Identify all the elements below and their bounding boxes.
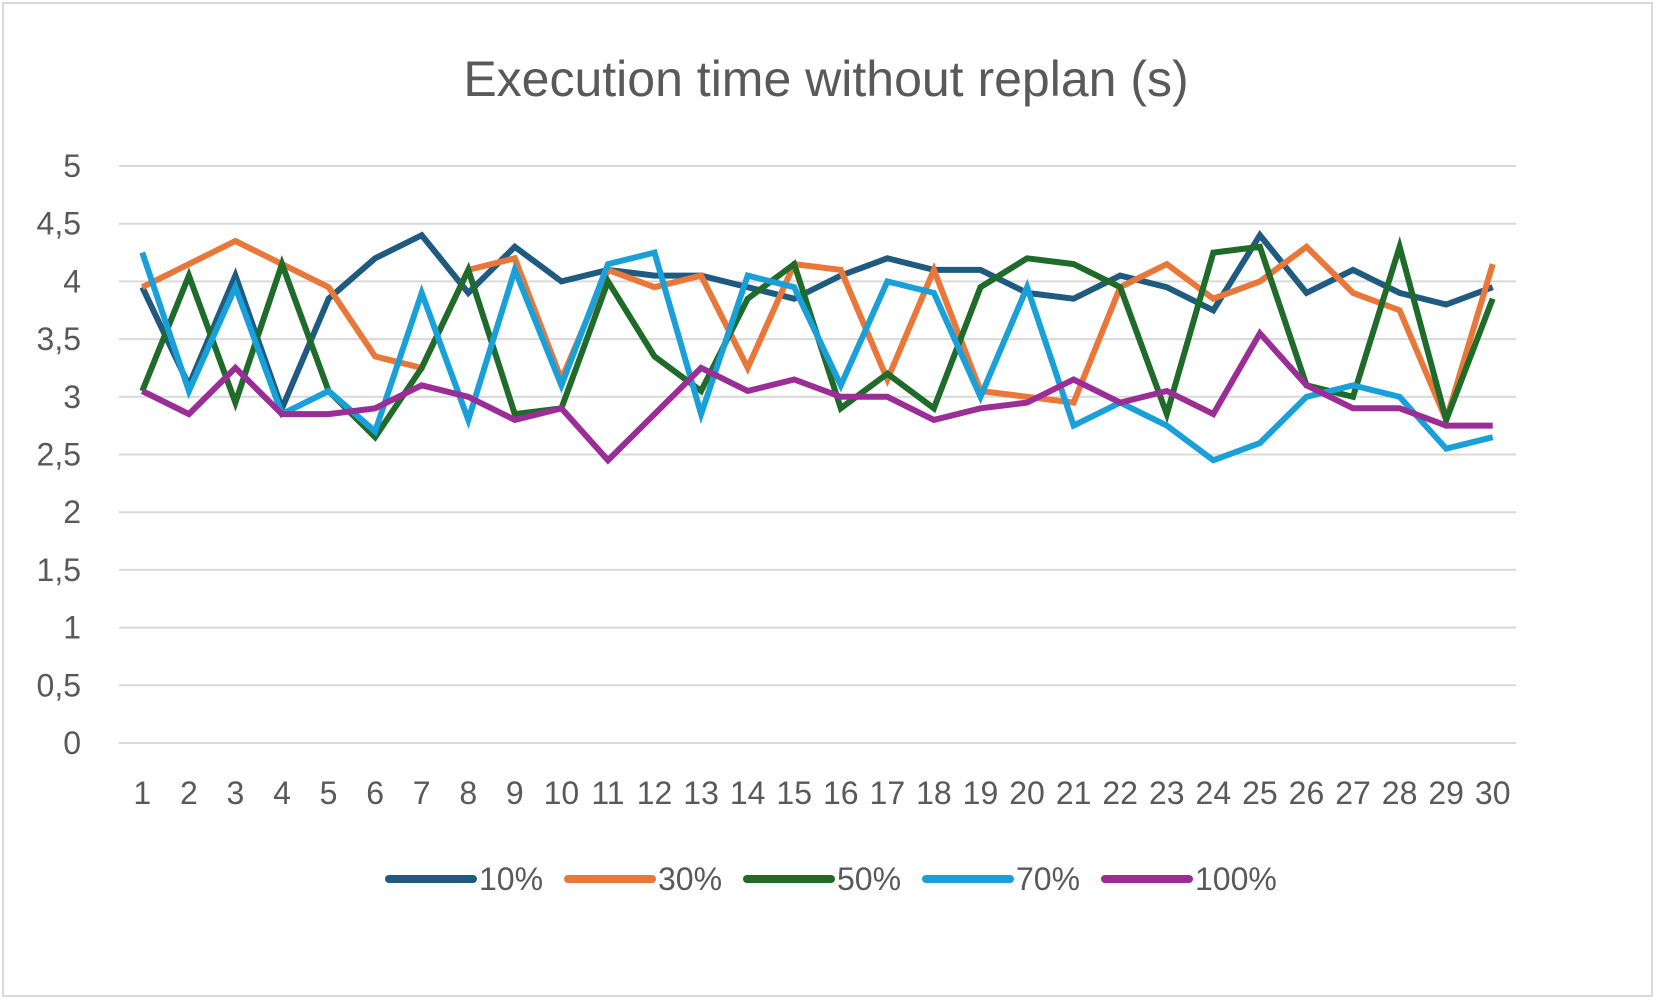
y-tick-label: 5 bbox=[63, 148, 81, 184]
legend-label: 100% bbox=[1195, 861, 1277, 897]
x-tick-label: 27 bbox=[1335, 775, 1371, 811]
x-tick-label: 26 bbox=[1289, 775, 1325, 811]
legend-label: 70% bbox=[1016, 861, 1080, 897]
line-chart: Execution time without replan (s) 00,511… bbox=[37, 51, 1516, 897]
y-tick-label: 0 bbox=[63, 725, 81, 761]
series-line-10pct bbox=[139, 230, 1494, 417]
y-tick-label: 4 bbox=[63, 263, 81, 299]
x-tick-label: 13 bbox=[683, 775, 719, 811]
x-tick-label: 23 bbox=[1149, 775, 1185, 811]
x-tick-label: 4 bbox=[273, 775, 291, 811]
x-tick-label: 2 bbox=[180, 775, 198, 811]
gridlines bbox=[119, 165, 1516, 744]
x-tick-label: 12 bbox=[637, 775, 673, 811]
x-tick-label: 22 bbox=[1102, 775, 1138, 811]
x-axis-tick-labels: 1 2 3 4 5 6 7 8 9 10 11 12 13 14 15 16 17 18 19 20 21 22 23 24 2… bbox=[133, 775, 1510, 811]
y-tick-label: 2 bbox=[63, 494, 81, 530]
legend-item: 10% bbox=[385, 861, 543, 897]
chart-title: Execution time without replan (s) bbox=[463, 51, 1188, 107]
legend-label: 10% bbox=[479, 861, 543, 897]
legend: 10% 30% 50% 70% 100% bbox=[385, 861, 1277, 897]
x-tick-label: 18 bbox=[916, 775, 952, 811]
x-tick-label: 24 bbox=[1196, 775, 1232, 811]
x-tick-label: 8 bbox=[459, 775, 477, 811]
x-tick-label: 20 bbox=[1009, 775, 1045, 811]
y-tick-label: 3 bbox=[63, 379, 81, 415]
legend-item: 30% bbox=[564, 861, 722, 897]
x-tick-label: 1 bbox=[133, 775, 151, 811]
legend-item: 70% bbox=[922, 861, 1080, 897]
x-tick-label: 17 bbox=[870, 775, 906, 811]
x-tick-label: 21 bbox=[1056, 775, 1092, 811]
x-tick-label: 10 bbox=[544, 775, 580, 811]
x-tick-label: 15 bbox=[776, 775, 812, 811]
x-tick-label: 25 bbox=[1242, 775, 1278, 811]
legend-item: 50% bbox=[743, 861, 901, 897]
x-tick-label: 16 bbox=[823, 775, 859, 811]
y-tick-label: 0,5 bbox=[37, 667, 81, 703]
x-tick-label: 3 bbox=[227, 775, 245, 811]
x-tick-label: 6 bbox=[366, 775, 384, 811]
y-tick-label: 3,5 bbox=[37, 321, 81, 357]
x-tick-label: 29 bbox=[1428, 775, 1464, 811]
legend-label: 30% bbox=[658, 861, 722, 897]
y-tick-label: 2,5 bbox=[37, 437, 81, 473]
x-tick-label: 28 bbox=[1382, 775, 1418, 811]
x-tick-label: 14 bbox=[730, 775, 766, 811]
x-tick-label: 7 bbox=[413, 775, 431, 811]
legend-label: 50% bbox=[837, 861, 901, 897]
x-tick-label: 11 bbox=[591, 775, 624, 811]
legend-item: 100% bbox=[1101, 861, 1277, 897]
x-tick-label: 19 bbox=[963, 775, 999, 811]
series-line-100pct bbox=[140, 328, 1493, 465]
y-tick-label: 4,5 bbox=[37, 206, 81, 242]
x-tick-label: 9 bbox=[506, 775, 524, 811]
y-axis-tick-labels: 0 0,5 1 1,5 2 2,5 3 3,5 4 4,5 5 bbox=[37, 148, 81, 761]
y-tick-label: 1,5 bbox=[37, 552, 81, 588]
y-tick-label: 1 bbox=[63, 610, 81, 646]
series-line-70pct bbox=[139, 248, 1494, 464]
x-tick-label: 5 bbox=[320, 775, 338, 811]
series-lines bbox=[139, 230, 1496, 465]
x-tick-label: 30 bbox=[1475, 775, 1511, 811]
